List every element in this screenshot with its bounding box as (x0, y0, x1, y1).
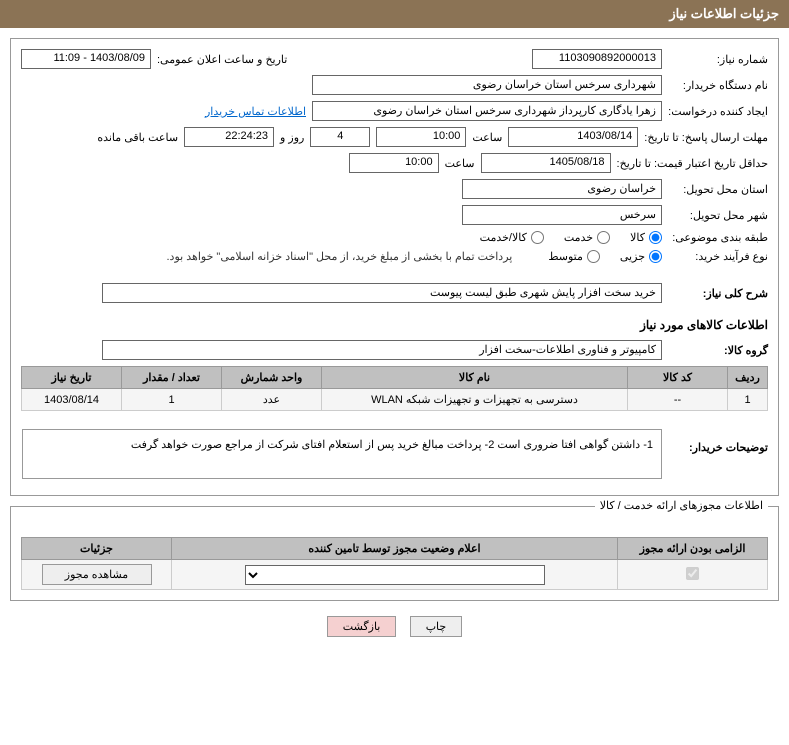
radio-service-label: خدمت (564, 231, 593, 244)
category-label: طبقه بندی موضوعی: (668, 231, 768, 244)
row-deadline: مهلت ارسال پاسخ: تا تاریخ: 1403/08/14 سا… (21, 127, 768, 147)
permits-section: اطلاعات مجوزهای ارائه خدمت / کالا الزامی… (10, 506, 779, 601)
row-validity: حداقل تاریخ اعتبار قیمت: تا تاریخ: 1405/… (21, 153, 768, 173)
th-name: نام کالا (322, 367, 628, 389)
radio-goods-service[interactable] (531, 231, 544, 244)
row-requester: ایجاد کننده درخواست: زهرا یادگاری کارپرد… (21, 101, 768, 121)
td-num: 1 (728, 389, 768, 411)
validity-time-field: 10:00 (349, 153, 439, 173)
permits-header-row: الزامی بودن ارائه مجوز اعلام وضعیت مجوز … (22, 538, 768, 560)
row-buyer-org: نام دستگاه خریدار: شهرداری سرخس استان خر… (21, 75, 768, 95)
buyer-desc-box: 1- داشتن گواهی افتا ضروری است 2- پرداخت … (22, 429, 662, 479)
row-need-number: شماره نیاز: 1103090892000013 تاریخ و ساع… (21, 49, 768, 69)
radio-goods-wrap: کالا (630, 231, 662, 244)
td-qty: 1 (122, 389, 222, 411)
permits-section-title: اطلاعات مجوزهای ارائه خدمت / کالا (595, 499, 768, 512)
desc-label: شرح کلی نیاز: (668, 287, 768, 300)
group-field: کامپیوتر و فناوری اطلاعات-سخت افزار (102, 340, 662, 360)
desc-field: خرید سخت افزار پایش شهری طبق لیست پیوست (102, 283, 662, 303)
radio-goods-label: کالا (630, 231, 645, 244)
main-form-section: شماره نیاز: 1103090892000013 تاریخ و ساع… (10, 38, 779, 496)
page-header: جزئیات اطلاعات نیاز (0, 0, 789, 28)
table-row: مشاهده مجوز (22, 560, 768, 590)
radio-partial-label: جزیی (620, 250, 645, 263)
days-label: روز و (280, 131, 304, 144)
header-title: جزئیات اطلاعات نیاز (669, 6, 779, 21)
countdown-field: 22:24:23 (184, 127, 274, 147)
requester-label: ایجاد کننده درخواست: (668, 105, 768, 118)
row-city: شهر محل تحویل: سرخس (21, 205, 768, 225)
radio-medium-label: متوسط (548, 250, 583, 263)
permits-table: الزامی بودن ارائه مجوز اعلام وضعیت مجوز … (21, 537, 768, 590)
validity-date-field: 1405/08/18 (481, 153, 611, 173)
days-field: 4 (310, 127, 370, 147)
button-row: چاپ بازگشت (0, 616, 789, 637)
buyer-org-label: نام دستگاه خریدار: (668, 79, 768, 92)
radio-partial-wrap: جزیی (620, 250, 662, 263)
required-checkbox (686, 567, 699, 580)
city-label: شهر محل تحویل: (668, 209, 768, 222)
radio-medium-wrap: متوسط (548, 250, 600, 263)
goods-section-title: اطلاعات کالاهای مورد نیاز (21, 318, 768, 332)
th-unit: واحد شمارش (222, 367, 322, 389)
radio-goods-service-wrap: کالا/خدمت (480, 231, 544, 244)
td-details: مشاهده مجوز (22, 560, 172, 590)
th-details: جزئیات (22, 538, 172, 560)
radio-partial[interactable] (649, 250, 662, 263)
th-row: ردیف (728, 367, 768, 389)
announce-date-label: تاریخ و ساعت اعلان عمومی: (157, 53, 287, 66)
radio-goods-service-label: کالا/خدمت (480, 231, 527, 244)
buyer-org-field: شهرداری سرخس استان خراسان رضوی (312, 75, 662, 95)
radio-service[interactable] (597, 231, 610, 244)
goods-table: ردیف کد کالا نام کالا واحد شمارش تعداد /… (21, 366, 768, 411)
td-status (172, 560, 618, 590)
th-required: الزامی بودن ارائه مجوز (618, 538, 768, 560)
radio-goods[interactable] (649, 231, 662, 244)
row-goods-group: گروه کالا: کامپیوتر و فناوری اطلاعات-سخت… (21, 340, 768, 360)
group-label: گروه کالا: (668, 344, 768, 357)
td-date: 1403/08/14 (22, 389, 122, 411)
need-number-field: 1103090892000013 (532, 49, 662, 69)
td-unit: عدد (222, 389, 322, 411)
need-number-label: شماره نیاز: (668, 53, 768, 66)
radio-service-wrap: خدمت (564, 231, 610, 244)
th-code: کد کالا (628, 367, 728, 389)
th-status: اعلام وضعیت مجوز توسط تامین کننده (172, 538, 618, 560)
buyer-desc-label: توضیحات خریدار: (668, 421, 768, 454)
radio-medium[interactable] (587, 250, 600, 263)
announce-date-field: 1403/08/09 - 11:09 (21, 49, 151, 69)
payment-note: پرداخت تمام با بخشی از مبلغ خرید، از محل… (167, 250, 513, 263)
view-permit-button[interactable]: مشاهده مجوز (42, 564, 152, 585)
validity-label: حداقل تاریخ اعتبار قیمت: تا تاریخ: (617, 157, 768, 170)
province-label: استان محل تحویل: (668, 183, 768, 196)
table-row: 1 -- دسترسی به تجهیزات و تجهیزات شبکه WL… (22, 389, 768, 411)
td-code: -- (628, 389, 728, 411)
process-label: نوع فرآیند خرید: (668, 250, 768, 263)
row-category: طبقه بندی موضوعی: کالا خدمت کالا/خدمت (21, 231, 768, 244)
remaining-label: ساعت باقی مانده (97, 131, 178, 144)
back-button[interactable]: بازگشت (327, 616, 397, 637)
province-field: خراسان رضوی (462, 179, 662, 199)
th-qty: تعداد / مقدار (122, 367, 222, 389)
deadline-time-field: 10:00 (376, 127, 466, 147)
row-process: نوع فرآیند خرید: جزیی متوسط پرداخت تمام … (21, 250, 768, 263)
deadline-label: مهلت ارسال پاسخ: تا تاریخ: (644, 131, 768, 144)
goods-table-header-row: ردیف کد کالا نام کالا واحد شمارش تعداد /… (22, 367, 768, 389)
th-date: تاریخ نیاز (22, 367, 122, 389)
td-name: دسترسی به تجهیزات و تجهیزات شبکه WLAN (322, 389, 628, 411)
deadline-date-field: 1403/08/14 (508, 127, 638, 147)
td-required (618, 560, 768, 590)
row-province: استان محل تحویل: خراسان رضوی (21, 179, 768, 199)
city-field: سرخس (462, 205, 662, 225)
row-description: شرح کلی نیاز: خرید سخت افزار پایش شهری ط… (21, 283, 768, 303)
requester-field: زهرا یادگاری کارپرداز شهرداری سرخس استان… (312, 101, 662, 121)
contact-link[interactable]: اطلاعات تماس خریدار (205, 105, 306, 118)
status-select[interactable] (245, 565, 545, 585)
time-label-1: ساعت (472, 131, 502, 144)
row-buyer-desc: توضیحات خریدار: 1- داشتن گواهی افتا ضرور… (21, 421, 768, 479)
print-button[interactable]: چاپ (410, 616, 463, 637)
time-label-2: ساعت (445, 157, 475, 170)
